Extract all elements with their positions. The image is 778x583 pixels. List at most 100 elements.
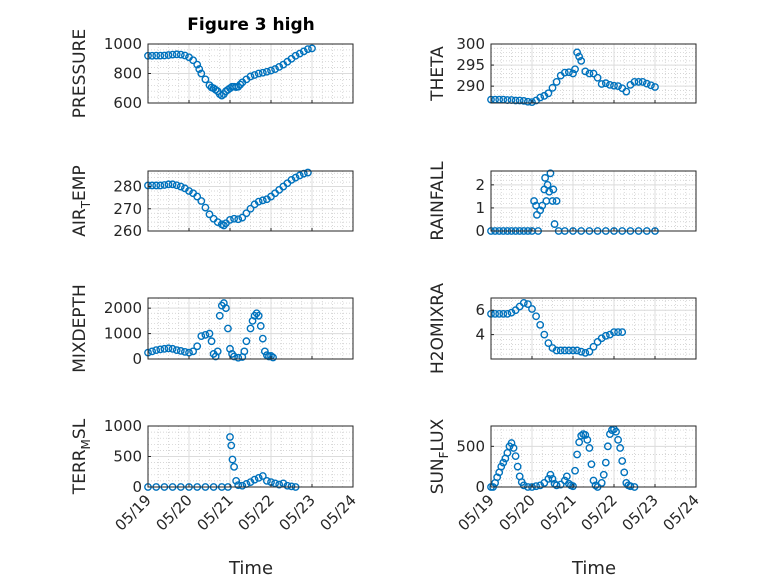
data-point — [148, 181, 157, 190]
data-point — [647, 81, 655, 90]
data-point — [172, 346, 181, 355]
data-point — [148, 347, 157, 356]
data-point — [606, 80, 614, 89]
data-point — [548, 83, 557, 92]
data-point — [234, 481, 243, 490]
data-point — [532, 312, 540, 321]
y-axis-label: TERRMSL — [70, 418, 93, 495]
data-point — [614, 328, 622, 337]
data-point — [232, 476, 241, 485]
y-tick-label: 1000 — [104, 325, 142, 343]
data-point — [299, 47, 308, 56]
data-point — [168, 180, 177, 189]
data-point — [189, 347, 198, 356]
x-tick-label: 05/23 — [276, 491, 319, 534]
data-point — [536, 93, 545, 102]
data-point — [156, 181, 165, 190]
data-point — [503, 309, 512, 318]
data-point — [156, 51, 165, 60]
data-point — [545, 187, 554, 196]
data-point — [168, 344, 177, 353]
data-point — [546, 470, 555, 479]
data-point — [560, 346, 569, 355]
y-tick-label: 1000 — [104, 35, 142, 53]
data-point — [491, 309, 499, 318]
data-point — [221, 304, 230, 313]
data-point — [603, 442, 612, 451]
data-point — [519, 96, 528, 105]
x-tick-label: 05/20 — [496, 491, 539, 534]
data-point — [258, 334, 267, 343]
data-point — [230, 214, 239, 223]
data-point — [513, 462, 522, 471]
data-point — [226, 433, 234, 441]
data-point — [256, 322, 265, 330]
data-point — [148, 51, 157, 60]
y-tick-label: 280 — [113, 178, 142, 196]
data-point — [585, 347, 594, 356]
data-point — [616, 444, 625, 452]
data-point — [176, 182, 185, 191]
data-point — [226, 215, 234, 224]
data-point — [275, 62, 284, 71]
data-point — [230, 352, 239, 361]
y-tick-label: 800 — [113, 65, 142, 83]
x-axis-label-left: Time — [228, 558, 273, 579]
data-point — [164, 344, 173, 353]
subplot-rainfall: 0 1 2 RAINFALL — [428, 161, 697, 241]
data-point — [589, 342, 598, 351]
data-point — [291, 51, 300, 60]
data-point — [610, 328, 618, 337]
data-point — [552, 481, 561, 490]
data-point — [511, 452, 520, 460]
data-point — [227, 441, 236, 450]
data-point — [185, 348, 193, 357]
data-point — [599, 470, 608, 479]
data-point — [515, 96, 524, 105]
subplot-theta: 290 295 300 THETA — [428, 35, 697, 107]
data-point — [160, 344, 169, 353]
data-point — [642, 79, 651, 88]
axes-box — [490, 425, 697, 488]
data-point — [618, 457, 627, 465]
data-point — [164, 180, 173, 189]
data-point — [246, 324, 255, 333]
data-point — [299, 169, 308, 178]
data-points — [487, 48, 659, 107]
data-point — [536, 320, 545, 329]
data-point — [189, 56, 198, 65]
data-point — [207, 337, 216, 346]
y-tick-label: 300 — [456, 35, 485, 53]
data-point — [197, 69, 206, 78]
y-tick-label: 270 — [113, 200, 142, 218]
data-point — [499, 458, 508, 467]
data-point — [540, 479, 549, 487]
data-point — [577, 56, 586, 65]
data-point — [287, 175, 296, 184]
x-tick-label: 05/19 — [455, 491, 498, 534]
data-point — [254, 69, 263, 78]
y-tick-label: 0 — [132, 350, 142, 368]
data-point — [581, 348, 590, 357]
x-tick-label: 05/21 — [194, 491, 237, 534]
data-point — [614, 82, 622, 91]
data-point — [622, 87, 631, 96]
data-point — [614, 435, 622, 444]
data-point — [168, 50, 177, 59]
data-point — [495, 309, 504, 318]
data-point — [569, 69, 577, 78]
data-point — [581, 67, 590, 76]
data-point — [185, 187, 193, 195]
subplot-air_temp: 260 270 280 AIRTEMP — [70, 165, 354, 240]
data-point — [250, 475, 259, 484]
data-point — [242, 209, 251, 218]
data-point — [258, 196, 267, 205]
data-point — [618, 328, 627, 337]
x-tick-label: 05/23 — [619, 491, 662, 534]
axes-box — [147, 170, 354, 232]
data-point — [262, 476, 271, 485]
data-point — [540, 330, 549, 339]
y-tick-label: 2 — [475, 176, 485, 194]
